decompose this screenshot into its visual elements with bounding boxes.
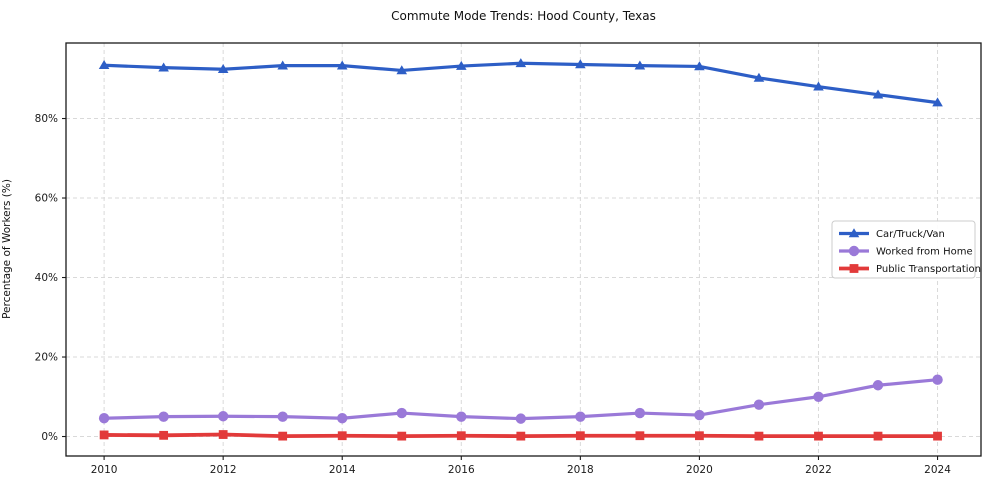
legend-entry: Car/Truck/Van [839, 228, 945, 240]
plot-border [65, 42, 982, 457]
circle-marker [337, 413, 348, 424]
square-marker [99, 430, 109, 440]
gridlines [66, 43, 981, 456]
triangle-marker [634, 60, 646, 70]
triangle-marker [848, 228, 860, 238]
triangle-marker [753, 72, 765, 82]
legend-entry: Public Transportation [839, 264, 981, 275]
y-tick-label: 60% [35, 193, 58, 205]
x-tick-label: 2016 [448, 464, 475, 476]
series-line-car-truck-van [102, 61, 940, 105]
square-marker [575, 431, 585, 441]
circle-marker [575, 411, 586, 422]
axis-ticks: 2010 2012 2014 2016 2018 2020 2022 2024 0% 20% 40%… [35, 113, 952, 476]
triangle-marker [217, 64, 229, 74]
x-tick-label: 2012 [210, 464, 237, 476]
y-tick-label: 80% [35, 113, 58, 125]
square-marker [397, 431, 407, 441]
triangle-marker [455, 60, 467, 70]
triangle-marker [575, 59, 586, 69]
legend: Car/Truck/Van Worked from Home Public Tran… [831, 220, 981, 279]
square-marker [337, 431, 347, 441]
circle-marker [694, 409, 705, 421]
series-worked-from-home [98, 374, 943, 424]
circle-marker [456, 411, 467, 422]
triangle-marker [694, 61, 705, 71]
circle-marker [634, 407, 646, 419]
y-tick-label: 0% [41, 431, 58, 443]
legend-label: Public Transportation [876, 264, 981, 275]
circle-marker [753, 399, 765, 410]
circle-marker [158, 411, 169, 422]
y-tick-label: 40% [35, 272, 58, 284]
triangle-marker [872, 89, 884, 99]
legend-entry: Worked from Home [839, 245, 973, 258]
series-public-transportation [99, 430, 942, 441]
circle-marker [396, 407, 407, 419]
square-marker [933, 431, 942, 441]
circle-marker [872, 380, 884, 391]
x-tick-label: 2010 [91, 464, 118, 476]
triangle-marker [515, 58, 527, 68]
x-tick-label: 2022 [805, 464, 832, 476]
circle-marker [98, 413, 110, 424]
x-tick-label: 2024 [924, 464, 951, 476]
square-marker [516, 431, 526, 441]
triangle-marker [813, 81, 824, 91]
legend-box [831, 220, 976, 279]
legend-label: Worked from Home [876, 247, 973, 258]
circle-marker [932, 374, 943, 385]
legend-label: Car/Truck/Van [876, 229, 945, 240]
square-marker [278, 431, 288, 441]
square-marker [456, 431, 466, 441]
circle-marker [277, 411, 288, 422]
triangle-marker [396, 65, 408, 75]
circle-marker [813, 391, 824, 402]
circle-marker [848, 245, 860, 257]
square-marker [873, 431, 883, 441]
triangle-marker [932, 97, 943, 107]
y-tick-label: 20% [35, 352, 58, 364]
x-tick-label: 2020 [686, 464, 713, 476]
triangle-marker [336, 60, 348, 70]
series-car-truck-van [98, 58, 943, 107]
square-marker [754, 431, 764, 441]
square-marker [218, 430, 228, 439]
triangle-marker [277, 60, 288, 70]
x-tick-label: 2014 [329, 464, 356, 476]
series-line-worked-from-home [102, 378, 940, 421]
chart-title: Commute Mode Trends: Hood County, Texas [391, 9, 656, 23]
triangle-marker [98, 60, 110, 70]
square-marker [849, 264, 859, 273]
square-marker [635, 431, 645, 441]
square-marker [159, 430, 169, 440]
x-tick-label: 2018 [567, 464, 594, 476]
circle-marker [515, 413, 527, 424]
triangle-marker [158, 62, 169, 72]
square-marker [695, 431, 704, 441]
square-marker [814, 431, 823, 441]
circle-marker [217, 411, 229, 422]
